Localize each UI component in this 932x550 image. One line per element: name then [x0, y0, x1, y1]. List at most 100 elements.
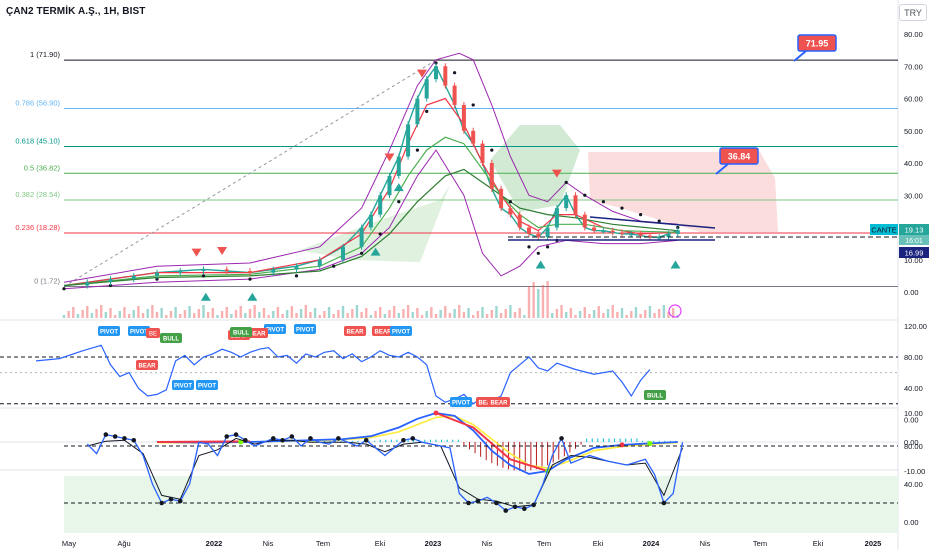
volume-bar: [355, 305, 359, 318]
volume-bar: [239, 306, 242, 318]
buy-signal-marker: [247, 292, 258, 301]
stoch-extreme-dot: [512, 504, 518, 510]
osc-label-bg: [160, 333, 182, 343]
volume-bar: [169, 311, 173, 318]
macd-cross-dot: [433, 410, 439, 416]
candle-body: [620, 232, 624, 234]
volume-bar: [220, 311, 224, 318]
stoch-extreme-dot: [289, 434, 295, 439]
osc-label-bg: [488, 397, 510, 407]
volume-bar: [90, 313, 94, 318]
buy-signal-marker: [370, 247, 381, 256]
volume-bar: [467, 308, 470, 318]
buy-signal-marker: [670, 260, 681, 269]
candle-body: [131, 275, 136, 280]
sar-dot: [508, 200, 512, 204]
volume-bar: [272, 311, 275, 318]
time-axis-tick: 2022: [206, 539, 223, 548]
time-axis-tick: Eki: [375, 539, 386, 548]
volume-bar: [523, 315, 526, 318]
volume-bar: [225, 307, 228, 318]
volume-bar: [81, 310, 84, 318]
sell-signal-marker: [417, 69, 428, 78]
time-axis-tick: Eki: [593, 539, 604, 548]
sar-dot: [527, 245, 531, 249]
sar-dot: [294, 274, 299, 278]
sar-dot: [490, 148, 494, 152]
volume-bar: [458, 305, 461, 318]
stoch-extreme-dot: [243, 438, 248, 443]
macd-cross-dot: [619, 442, 625, 448]
volume-bar: [318, 315, 321, 318]
candle-body: [294, 266, 299, 270]
osc-signal-label: PIVOT: [130, 330, 148, 336]
volume-bar: [109, 308, 112, 318]
volume-bar: [341, 306, 345, 318]
volume-bar: [495, 306, 498, 318]
macd-axis-tick: -10.00: [904, 467, 925, 476]
stoch-extreme-dot: [661, 500, 667, 506]
volume-bar: [578, 311, 582, 318]
stoch-extreme-dot: [131, 438, 137, 443]
alert-icon: [668, 304, 682, 318]
candle-body: [499, 188, 504, 209]
ema_mid-line: [63, 136, 678, 287]
osc-label-bg: [172, 380, 194, 390]
time-axis-tick: 2025: [865, 539, 882, 548]
osc-signal-label: BULL: [163, 337, 179, 343]
candle-body: [396, 156, 401, 176]
osc-signal-label: PIVOT: [266, 328, 284, 334]
volume-bar: [588, 314, 591, 318]
stoch-extreme-dot: [466, 500, 471, 506]
volume-bar: [216, 315, 219, 318]
currency-button[interactable]: TRY: [899, 4, 927, 21]
time-axis-tick: Eki: [813, 539, 824, 548]
candle-body: [341, 246, 345, 260]
volume-bar: [295, 313, 298, 318]
volume-bar: [430, 307, 433, 318]
kumo-cloud-green-early: [300, 185, 450, 262]
stoch-extreme-dot: [233, 432, 239, 437]
volume-bar: [332, 314, 335, 318]
macd-axis-tick: 10.00: [904, 409, 923, 418]
sar-dot: [620, 206, 624, 210]
volume-bar: [592, 310, 596, 318]
volume-bar: [262, 308, 266, 318]
volume-bar: [434, 314, 438, 318]
volume-bar: [360, 312, 363, 318]
volume-bar: [462, 312, 466, 318]
volume-bar: [425, 311, 428, 318]
kumo-cloud-red: [588, 152, 778, 232]
buy-signal-marker: [393, 183, 404, 192]
volume-bar: [444, 306, 447, 318]
candle-body: [592, 227, 597, 231]
stoch-d-line: [87, 437, 683, 508]
volume-bar: [76, 314, 80, 318]
stoch-axis-tick: 80.00: [904, 442, 923, 451]
fib-level-label: 0.786 (56.90): [15, 98, 60, 107]
sar-dot: [62, 287, 66, 291]
volume-bar: [583, 307, 586, 318]
fib-trend-line: [63, 59, 437, 287]
volume-bar: [123, 307, 126, 318]
osc-label-bg: [390, 326, 412, 336]
volume-bar: [555, 309, 559, 318]
sar-dot: [201, 274, 206, 278]
volume-bar: [151, 305, 154, 318]
sar-dot: [332, 264, 336, 268]
volume-bar: [304, 305, 307, 318]
osc-axis-tick: 120.00: [904, 322, 927, 331]
stoch-extreme-dot: [280, 438, 285, 443]
volume-bar: [62, 315, 66, 318]
stoch-extreme-dot: [503, 508, 509, 513]
sar-dot: [471, 103, 475, 107]
osc-bear-small-bg: [146, 328, 160, 338]
osc-label-bg: [644, 390, 666, 400]
volume-bar: [565, 312, 568, 318]
volume-bar: [248, 309, 252, 318]
osc-label-bg: [136, 360, 158, 370]
candle-body: [564, 195, 569, 209]
volume-bar: [402, 309, 405, 318]
candle-body: [368, 214, 373, 228]
